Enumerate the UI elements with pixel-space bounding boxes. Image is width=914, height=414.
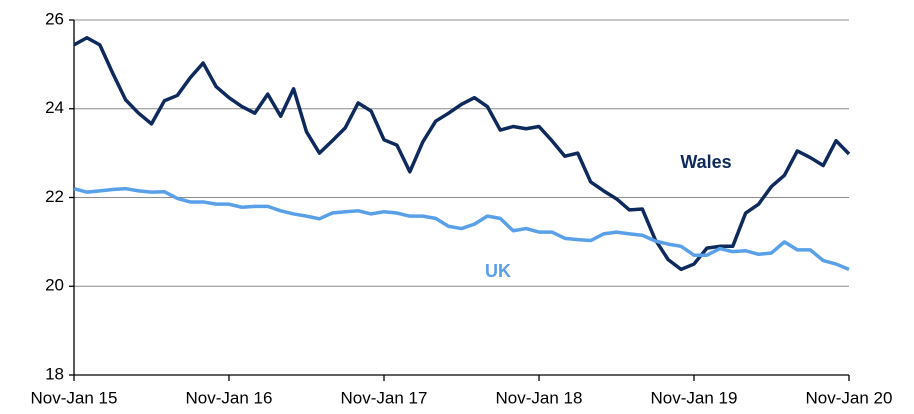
x-tick-label: Nov-Jan 18 <box>496 388 583 407</box>
y-tick-label: 26 <box>45 9 64 28</box>
y-tick-label: 24 <box>45 98 64 117</box>
y-tick-label: 18 <box>45 364 64 383</box>
series-label: UK <box>485 261 511 281</box>
line-wales <box>73 36 851 272</box>
y-tick-label: 20 <box>45 276 64 295</box>
x-tick-label: Nov-Jan 16 <box>186 388 273 407</box>
series-label: Wales <box>680 152 731 172</box>
x-tick-label: Nov-Jan 17 <box>341 388 428 407</box>
y-tick-label: 22 <box>45 187 64 206</box>
x-tick-label: Nov-Jan 19 <box>651 388 738 407</box>
line-uk <box>73 186 850 272</box>
x-tick-label: Nov-Jan 15 <box>31 388 118 407</box>
x-tick-label: Nov-Jan 20 <box>806 388 893 407</box>
